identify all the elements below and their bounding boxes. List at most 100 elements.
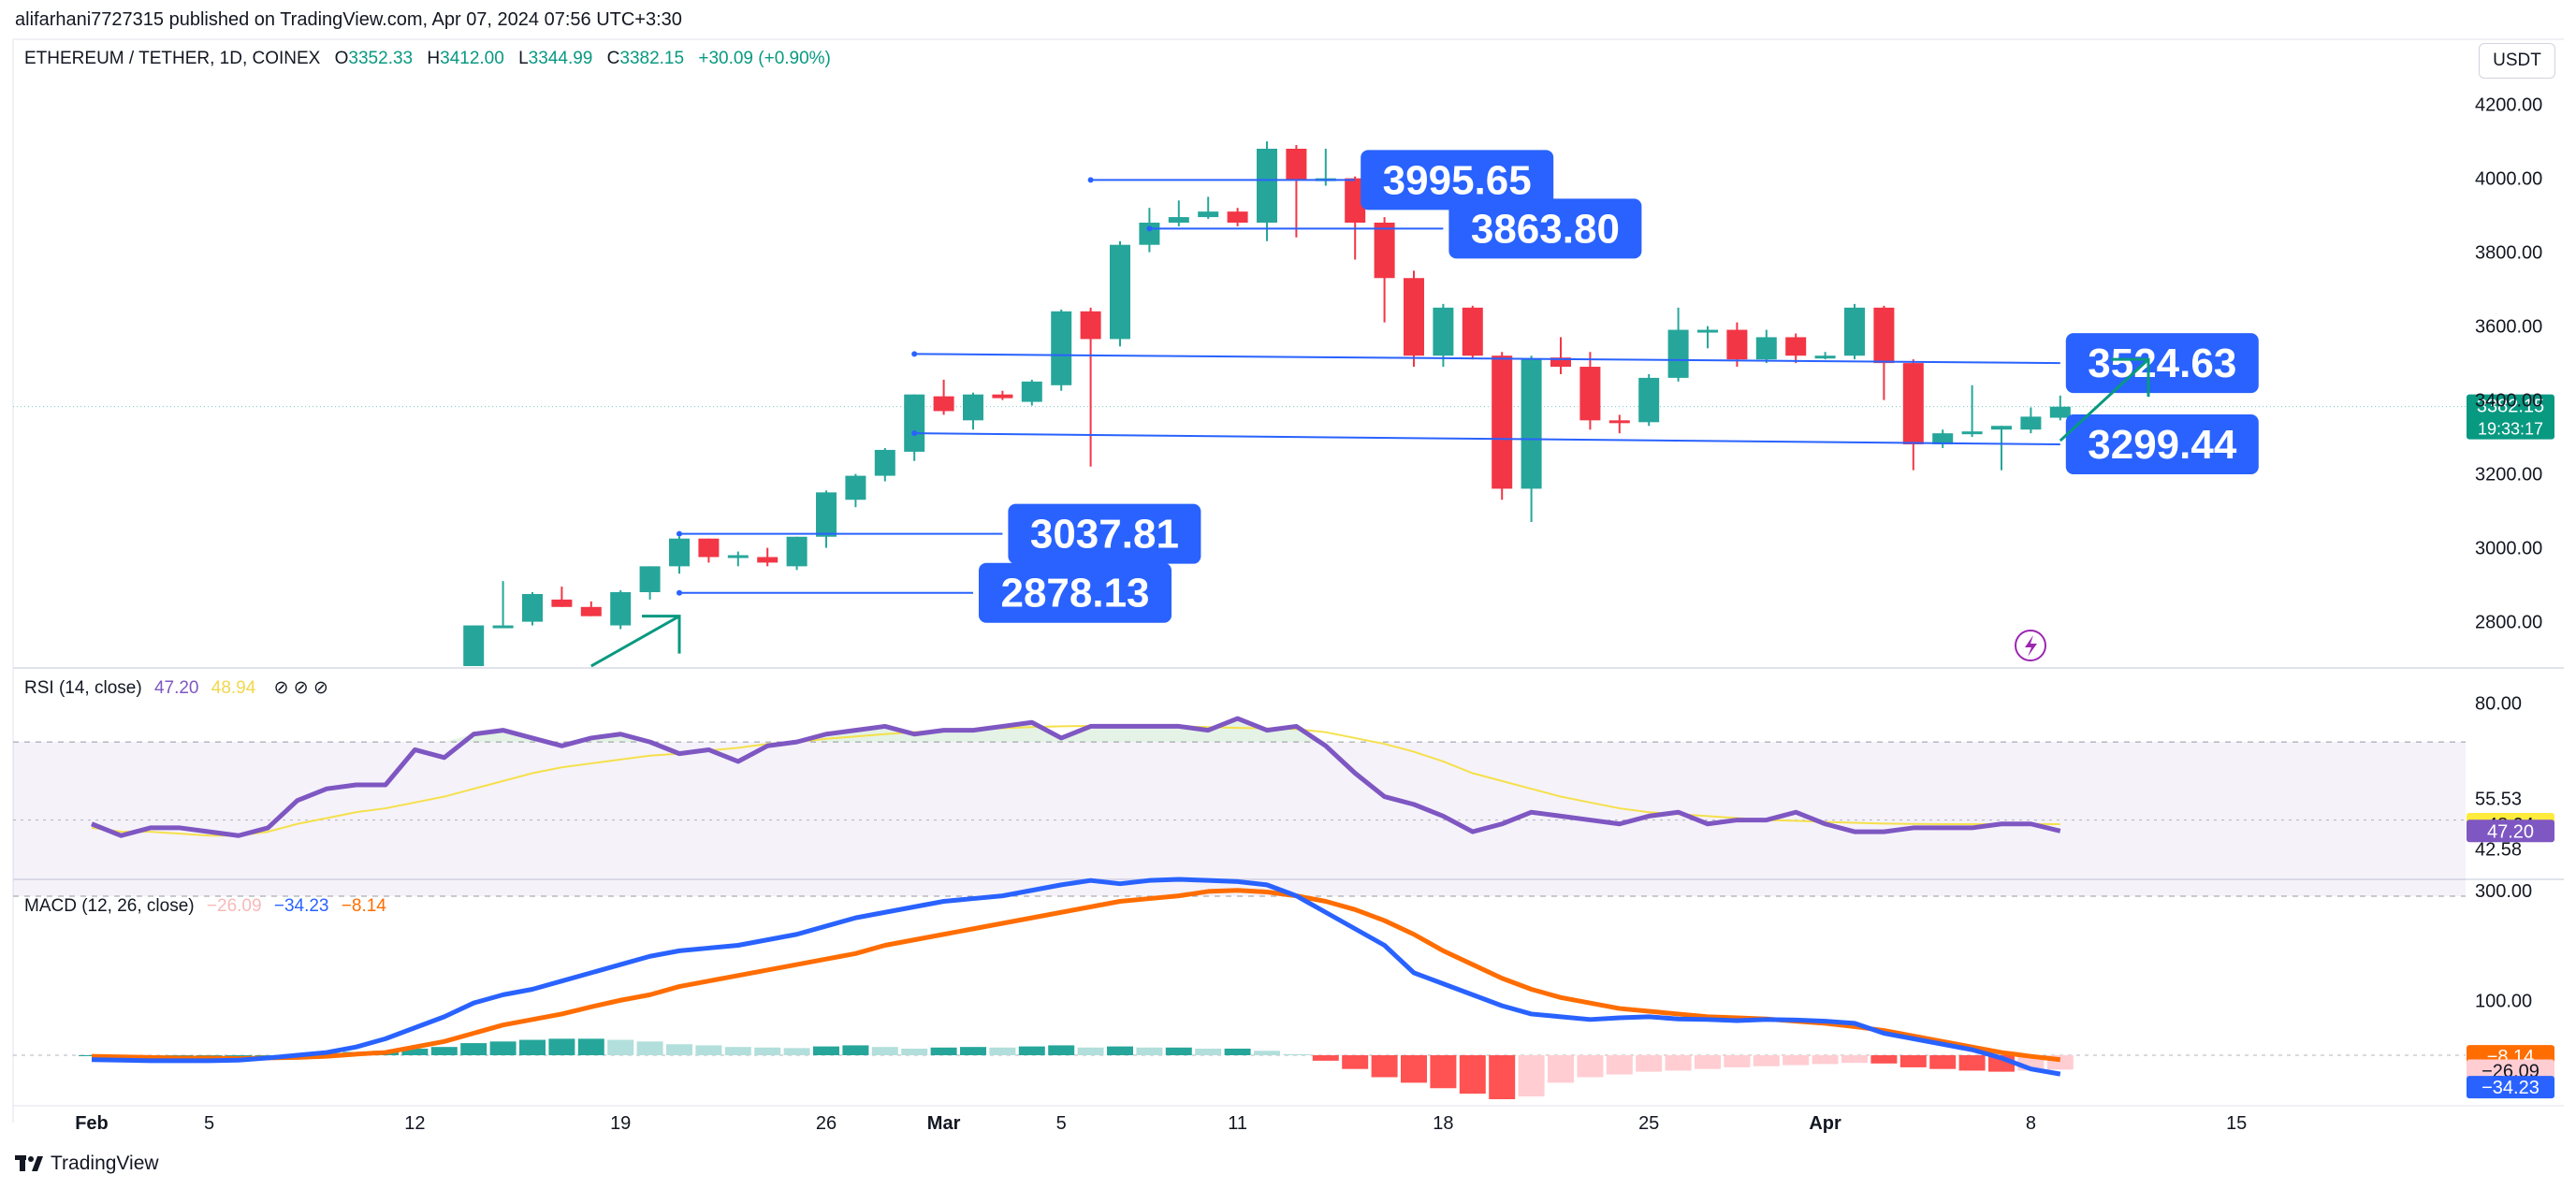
macd-histogram-bar	[1459, 1055, 1486, 1095]
macd-histogram-bar	[871, 1047, 898, 1055]
x-axis-tick: 18	[1433, 1113, 1453, 1134]
rsi-ma-value: 48.94	[211, 678, 256, 698]
candle-body	[1286, 149, 1307, 181]
macd-histogram-value: −26.09	[206, 896, 262, 916]
macd-histogram-bar	[1958, 1055, 1986, 1071]
candle-body	[757, 557, 779, 563]
macd-histogram-bar	[1841, 1055, 1868, 1064]
candle-body	[1667, 329, 1689, 378]
rsi-axis-tick: 55.53	[2475, 789, 2522, 809]
level-label-box	[2065, 414, 2259, 474]
candle-body	[1608, 420, 1630, 424]
macd-line	[91, 877, 2061, 1077]
tradingview-logo[interactable]: TradingView	[15, 1153, 159, 1175]
x-axis-tick: 15	[2226, 1113, 2247, 1134]
candle-body	[1550, 357, 1571, 368]
macd-axis-tick: 100.00	[2475, 991, 2532, 1011]
candle-body	[1492, 355, 1513, 489]
macd-value-tag	[2467, 1076, 2554, 1099]
candle-body	[1080, 311, 1101, 340]
macd-histogram-bar	[1430, 1055, 1457, 1089]
level-label-box	[1361, 150, 1554, 210]
macd-histogram-bar	[636, 1041, 663, 1055]
macd-histogram-bar	[1195, 1048, 1222, 1055]
symbol-title: ETHEREUM / TETHER, 1D, COINEX	[24, 49, 321, 68]
open-value: 3352.33	[348, 49, 414, 68]
macd-histogram-bar	[226, 1055, 252, 1056]
candle-body	[933, 396, 954, 412]
macd-histogram-bar	[1899, 1055, 1927, 1067]
close-label: C	[606, 49, 620, 68]
level-label-box	[2065, 333, 2259, 394]
x-axis-tick: Apr	[1809, 1113, 1841, 1134]
macd-histogram-bar	[548, 1038, 575, 1055]
macd-histogram-bar	[1048, 1045, 1075, 1055]
close-value: 3382.15	[619, 49, 685, 68]
trend-arrow-head	[2111, 357, 2150, 398]
candle-body	[1638, 377, 1660, 423]
macd-histogram-bar	[1724, 1055, 1751, 1067]
candle-body	[1902, 363, 1924, 444]
candle-body	[2049, 406, 2071, 418]
candle-body	[1755, 337, 1777, 360]
rsi-band	[13, 742, 2466, 896]
x-axis-tick: 25	[1638, 1113, 1659, 1134]
candle-body	[580, 606, 602, 616]
macd-histogram-bar	[1636, 1055, 1663, 1072]
candle-body	[1521, 359, 1542, 489]
price-axis-tick: 3200.00	[2475, 465, 2542, 486]
macd-signal-value: −8.14	[341, 896, 386, 916]
candle-body	[1404, 278, 1424, 356]
candle-body	[1374, 223, 1395, 279]
tradingview-logo-icon	[15, 1155, 43, 1171]
countdown-label: 19:33:17	[2478, 420, 2543, 439]
macd-histogram-bar	[1342, 1055, 1369, 1069]
rsi-label: RSI (14, close)	[24, 678, 142, 698]
macd-histogram-bar	[1548, 1055, 1574, 1083]
macd-histogram-bar	[960, 1047, 986, 1055]
rsi-value-tag	[2467, 819, 2554, 843]
candle-body	[1961, 431, 1983, 435]
trend-arrow-head	[642, 615, 681, 654]
macd-value-tag-text: −34.23	[2481, 1078, 2540, 1098]
last-price-tag	[2467, 394, 2554, 440]
macd-histogram-bar	[1224, 1048, 1251, 1055]
rsi-value: 47.20	[153, 678, 199, 698]
macd-histogram-bar	[519, 1039, 546, 1055]
macd-histogram-bar	[1018, 1046, 1045, 1055]
level-label-box	[1448, 198, 1642, 259]
macd-histogram-bar	[930, 1047, 957, 1055]
macd-histogram-bar	[1518, 1055, 1545, 1097]
macd-histogram-bar	[1577, 1055, 1604, 1078]
price-axis-tick: 2800.00	[2475, 613, 2542, 633]
macd-histogram-bar	[1107, 1046, 1133, 1055]
macd-line-value: −34.23	[273, 896, 329, 916]
candle-body	[874, 449, 895, 476]
macd-histogram-bar	[1665, 1055, 1692, 1071]
candle-body	[1198, 211, 1219, 218]
candle-body	[1991, 426, 2012, 430]
candle-body	[1433, 307, 1454, 356]
symbol-ohlc-line: ETHEREUM / TETHER, 1D, COINEX O3352.33 H…	[24, 49, 831, 69]
trend-arrow-line	[590, 615, 680, 668]
candle-body	[992, 394, 1013, 399]
macd-histogram-bar	[1870, 1055, 1898, 1064]
macd-axis-tick: 300.00	[2475, 881, 2532, 902]
macd-histogram-bar	[1136, 1047, 1163, 1055]
high-label: H	[427, 49, 441, 68]
currency-selector[interactable]: USDT	[2479, 43, 2555, 79]
macd-histogram-bar	[813, 1046, 839, 1055]
x-axis-tick: 26	[816, 1113, 837, 1134]
macd-histogram-bar	[1254, 1051, 1280, 1055]
candle-body	[492, 625, 514, 629]
candle-body	[786, 536, 808, 567]
rsi-hidden-icons[interactable]: ⊘ ⊘ ⊘	[273, 678, 328, 698]
macd-histogram-bar	[783, 1048, 810, 1055]
candle-body	[1844, 307, 1865, 356]
rsi-line	[91, 716, 2061, 838]
price-axis-tick: 4200.00	[2475, 95, 2542, 116]
macd-histogram-bar	[489, 1041, 517, 1055]
price-axis-tick: 3400.00	[2475, 391, 2542, 412]
